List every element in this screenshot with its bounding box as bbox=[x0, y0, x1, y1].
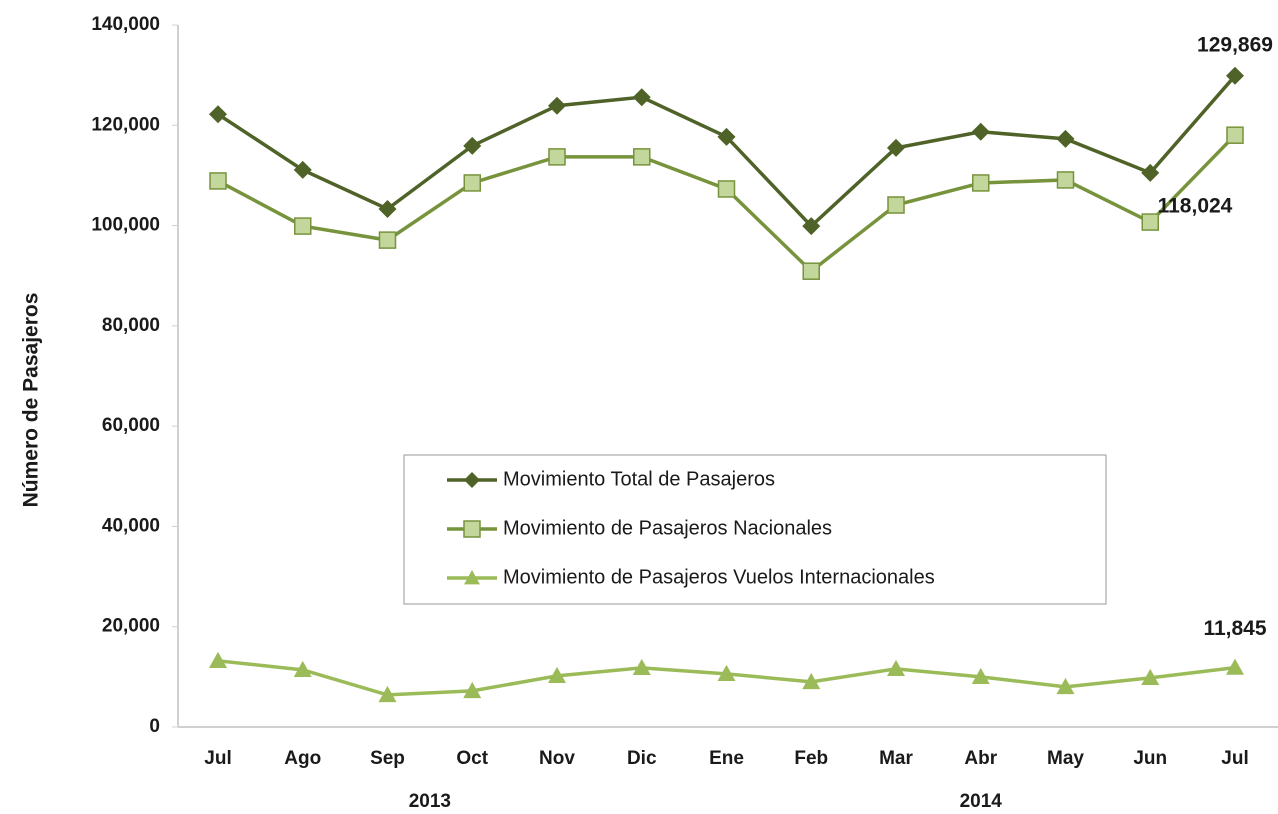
data-point bbox=[632, 88, 651, 107]
y-tick-label: 80,000 bbox=[102, 315, 160, 336]
data-label: 129,869 bbox=[1197, 33, 1273, 56]
data-point bbox=[633, 148, 651, 166]
data-point bbox=[802, 672, 821, 690]
data-point bbox=[463, 681, 482, 699]
data-point bbox=[887, 196, 905, 214]
y-tick-label: 60,000 bbox=[102, 415, 160, 436]
data-point bbox=[378, 231, 397, 249]
data-point bbox=[971, 122, 990, 141]
series-line bbox=[217, 74, 1237, 229]
data-point bbox=[378, 685, 397, 703]
data-point bbox=[1226, 658, 1244, 675]
data-point bbox=[1141, 163, 1160, 182]
data-point bbox=[548, 96, 566, 115]
data-point bbox=[971, 667, 990, 685]
data-point bbox=[972, 174, 990, 192]
data-point bbox=[548, 666, 566, 684]
x-tick-label: Jul bbox=[204, 748, 231, 769]
x-tick-label: Sep bbox=[370, 748, 405, 769]
y-tick-label: 140,000 bbox=[91, 14, 160, 35]
x-tick-label: Ago bbox=[284, 748, 321, 769]
y-tick-label: 40,000 bbox=[102, 515, 160, 536]
data-point bbox=[209, 105, 227, 124]
x-group-label: 2014 bbox=[960, 791, 1003, 812]
data-point bbox=[632, 658, 651, 676]
x-tick-label: Ene bbox=[709, 748, 744, 769]
data-point bbox=[293, 660, 312, 678]
data-label: 118,024 bbox=[1158, 195, 1233, 218]
x-tick-label: Oct bbox=[456, 748, 488, 769]
data-point bbox=[887, 138, 905, 157]
legend-label: Movimiento Total de Pasajeros bbox=[503, 468, 775, 490]
data-point bbox=[1141, 668, 1160, 686]
data-point bbox=[802, 217, 821, 236]
x-tick-label: Jun bbox=[1133, 748, 1167, 769]
data-point bbox=[378, 200, 397, 219]
data-point bbox=[1056, 171, 1075, 189]
data-point bbox=[717, 180, 736, 198]
x-tick-label: Nov bbox=[539, 748, 575, 769]
y-tick-label: 0 bbox=[149, 716, 160, 737]
data-point bbox=[548, 148, 566, 166]
data-point bbox=[209, 651, 227, 669]
data-point bbox=[717, 127, 736, 146]
y-tick-label: 100,000 bbox=[91, 215, 160, 236]
data-point bbox=[1141, 213, 1159, 231]
x-tick-label: Mar bbox=[879, 748, 913, 769]
legend-label: Movimiento de Pasajeros Vuelos Internaci… bbox=[503, 566, 935, 588]
data-point bbox=[717, 664, 736, 682]
data-point bbox=[1056, 677, 1075, 695]
y-axis-title: Número de Pasajeros bbox=[20, 293, 43, 508]
data-point bbox=[1226, 126, 1244, 144]
data-point bbox=[209, 172, 227, 190]
series-line bbox=[217, 133, 1237, 274]
x-tick-label: Dic bbox=[627, 748, 657, 769]
x-tick-label: May bbox=[1047, 748, 1084, 769]
legend-marker bbox=[464, 570, 480, 585]
x-tick-label: Feb bbox=[794, 748, 828, 769]
x-tick-label: Abr bbox=[964, 748, 997, 769]
legend-marker bbox=[464, 472, 480, 488]
data-point bbox=[463, 136, 482, 155]
legend-marker bbox=[463, 520, 481, 538]
data-point bbox=[802, 262, 820, 280]
data-point bbox=[887, 659, 905, 677]
legend bbox=[403, 454, 1107, 605]
data-point bbox=[294, 217, 312, 235]
y-tick-label: 20,000 bbox=[102, 616, 160, 637]
data-point bbox=[1226, 66, 1244, 85]
data-point bbox=[1056, 129, 1075, 148]
legend-label: Movimiento de Pasajeros Nacionales bbox=[503, 517, 832, 539]
data-point bbox=[463, 174, 481, 192]
data-point bbox=[293, 160, 312, 179]
x-group-label: 2013 bbox=[409, 791, 451, 812]
data-label: 11,845 bbox=[1203, 617, 1266, 640]
x-tick-label: Jul bbox=[1221, 748, 1248, 769]
y-tick-label: 120,000 bbox=[91, 114, 160, 135]
